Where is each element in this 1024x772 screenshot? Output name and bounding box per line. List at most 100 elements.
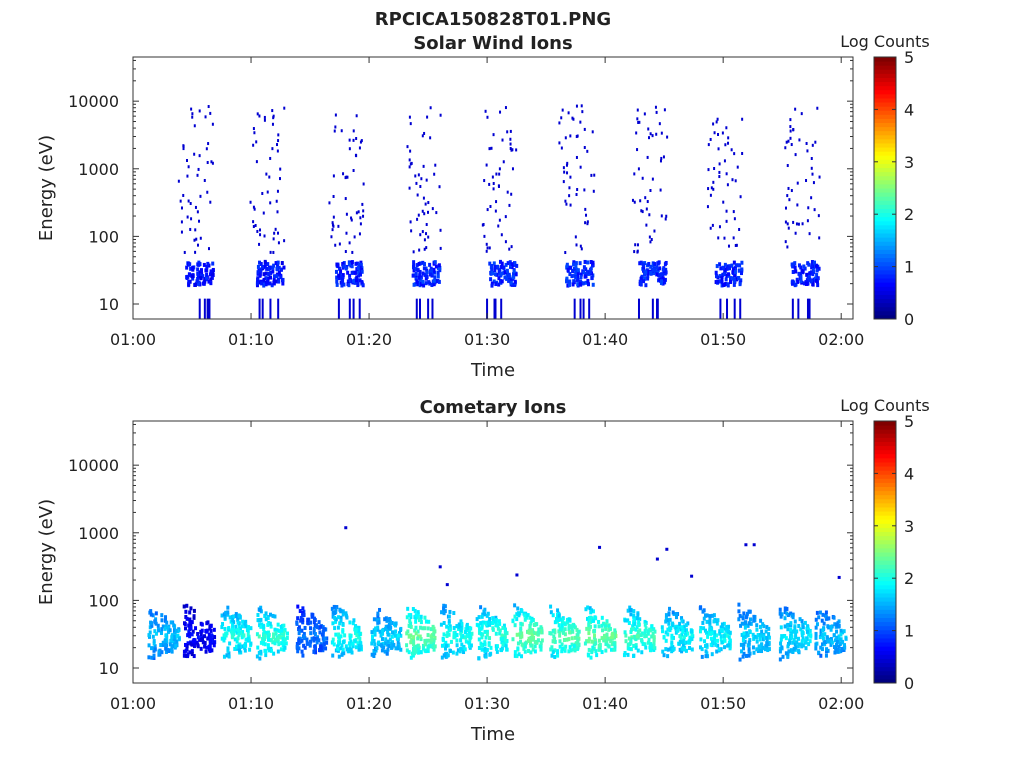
heatmap-cell — [394, 646, 398, 651]
heatmap-cell — [460, 621, 464, 626]
heatmap-cell — [633, 636, 637, 641]
heatmap-cell — [732, 277, 736, 282]
heatmap-cell — [236, 627, 240, 632]
heatmap-cell — [838, 642, 842, 647]
heatmap-cell — [591, 130, 594, 134]
heatmap-cell — [443, 609, 447, 614]
heatmap-cell — [726, 183, 729, 187]
heatmap-cell — [539, 625, 543, 630]
heatmap-cell — [433, 644, 437, 649]
heatmap-cell — [185, 643, 189, 648]
heatmap-cell — [277, 241, 280, 245]
heatmap-cell — [516, 606, 520, 611]
colorbar-segment — [874, 527, 896, 533]
heatmap-cell — [303, 625, 307, 630]
colorbar-segment — [874, 658, 896, 664]
heatmap-cell — [744, 623, 748, 628]
heatmap-cell — [226, 648, 230, 653]
heatmap-cell — [741, 117, 744, 121]
heatmap-cell — [663, 277, 667, 282]
heatmap-cell — [650, 624, 654, 629]
heatmap-cell — [259, 640, 263, 645]
heatmap-cell — [623, 618, 627, 623]
heatmap-cell — [705, 613, 709, 618]
heatmap-cell — [199, 268, 203, 273]
heatmap-cell — [648, 235, 651, 239]
heatmap-cell — [306, 620, 310, 625]
heatmap-cell — [586, 222, 589, 226]
colorbar-segment — [874, 592, 896, 598]
heatmap-cell — [638, 617, 642, 622]
heatmap-cell — [686, 640, 690, 645]
heatmap-cell — [350, 650, 354, 655]
heatmap-cell — [272, 651, 276, 656]
heatmap-cell — [745, 611, 749, 616]
heatmap-cell — [600, 623, 604, 628]
heatmap-cell — [305, 641, 309, 646]
heatmap-cell — [626, 608, 630, 613]
colorbar-segment — [874, 449, 896, 455]
heatmap-cell — [759, 648, 763, 653]
heatmap-cell — [810, 166, 813, 170]
heatmap-cell — [485, 613, 489, 618]
x-tick-label: 02:00 — [818, 694, 864, 713]
heatmap-cell — [718, 162, 721, 166]
heatmap-cell — [256, 112, 259, 116]
heatmap-cell — [424, 281, 428, 286]
heatmap-cell — [195, 237, 198, 241]
heatmap-cell — [353, 280, 357, 285]
heatmap-cell — [421, 230, 424, 234]
heatmap-cell — [274, 279, 278, 284]
heatmap-cell — [360, 139, 363, 143]
heatmap-cell — [593, 624, 597, 629]
heatmap-cell — [494, 623, 498, 628]
heatmap-cell — [637, 298, 640, 319]
heatmap-cell — [799, 265, 803, 270]
heatmap-cell — [405, 643, 409, 648]
heatmap-cell — [342, 651, 346, 656]
heatmap-cell — [387, 618, 391, 623]
colorbar-segment — [874, 461, 896, 467]
heatmap-cell — [424, 266, 428, 271]
heatmap-cell — [488, 246, 491, 250]
heatmap-cell — [797, 298, 800, 319]
heatmap-cell — [456, 648, 460, 653]
heatmap-cell — [342, 282, 346, 287]
heatmap-cell — [664, 616, 668, 621]
heatmap-cell — [739, 278, 743, 283]
heatmap-cell — [664, 267, 668, 272]
heatmap-cell — [421, 134, 424, 138]
heatmap-cell — [193, 238, 196, 242]
heatmap-cell — [504, 644, 508, 649]
heatmap-cell — [182, 193, 185, 197]
heatmap-cell — [738, 613, 742, 618]
heatmap-cell — [590, 616, 594, 621]
heatmap-cell — [646, 629, 650, 634]
heatmap-cell — [733, 152, 736, 156]
heatmap-cell — [513, 623, 517, 628]
heatmap-cell — [644, 270, 648, 275]
heatmap-cell — [299, 615, 303, 620]
heatmap-cell — [376, 625, 380, 630]
heatmap-cell — [579, 120, 582, 124]
heatmap-cell — [749, 621, 753, 626]
heatmap-cell — [276, 649, 280, 654]
heatmap-cell — [740, 267, 744, 272]
heatmap-cell — [576, 634, 580, 639]
heatmap-cell — [234, 614, 238, 619]
heatmap-cell — [220, 625, 224, 630]
heatmap-cell — [825, 635, 829, 640]
heatmap-cell — [477, 656, 481, 661]
heatmap-cell — [449, 639, 453, 644]
heatmap-cell — [150, 646, 154, 651]
heatmap-cell — [347, 262, 351, 267]
heatmap-cell — [664, 630, 668, 635]
heatmap-cell — [424, 274, 428, 279]
heatmap-cell — [563, 648, 567, 653]
heatmap-cell — [148, 630, 152, 635]
heatmap-cell — [184, 648, 188, 653]
heatmap-cell — [680, 649, 684, 654]
heatmap-cell — [188, 634, 192, 639]
heatmap-cell — [412, 268, 416, 273]
heatmap-cell — [832, 645, 836, 650]
